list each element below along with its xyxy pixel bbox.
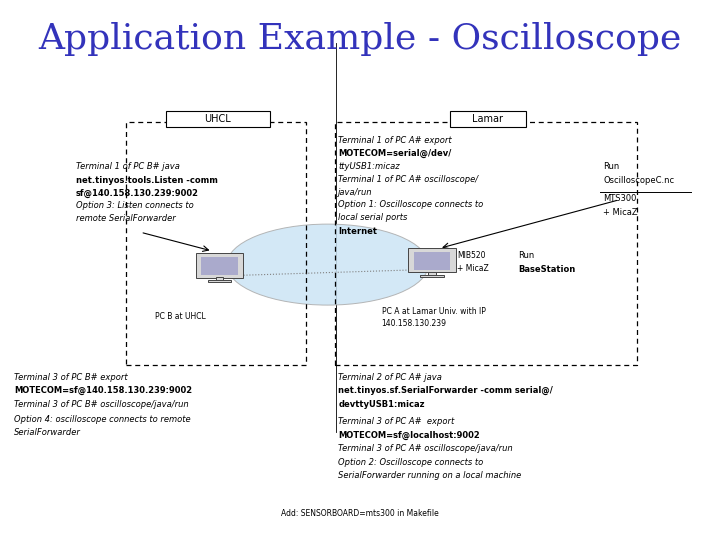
Bar — [450, 111, 526, 127]
Text: SerialForwarder running on a local machine: SerialForwarder running on a local machi… — [338, 471, 522, 481]
Bar — [166, 111, 270, 127]
Text: Add: SENSORBOARD=mts300 in Makefile: Add: SENSORBOARD=mts300 in Makefile — [281, 509, 439, 518]
Text: Run: Run — [603, 162, 620, 171]
Text: BaseStation: BaseStation — [518, 265, 576, 274]
Bar — [428, 272, 436, 275]
Bar — [201, 258, 238, 275]
Ellipse shape — [227, 224, 428, 305]
Text: + MicaZ: + MicaZ — [457, 264, 489, 273]
Bar — [335, 122, 637, 364]
Text: 140.158.130.239: 140.158.130.239 — [382, 319, 446, 328]
Text: Internet: Internet — [338, 227, 377, 236]
Text: Terminal 3 of PC B# export: Terminal 3 of PC B# export — [14, 373, 128, 382]
Text: OscilloscopeC.nc: OscilloscopeC.nc — [603, 176, 675, 185]
Text: net.tinyos.tools.Listen -comm: net.tinyos.tools.Listen -comm — [76, 176, 217, 185]
Text: PC A at Lamar Univ. with IP: PC A at Lamar Univ. with IP — [382, 307, 485, 316]
Text: MTS300: MTS300 — [603, 194, 636, 204]
Text: Terminal 3 of PC A#  export: Terminal 3 of PC A# export — [338, 417, 454, 426]
Text: Terminal 1 of PC A# export: Terminal 1 of PC A# export — [338, 136, 452, 145]
Text: MOTECOM=sf@localhost:9002: MOTECOM=sf@localhost:9002 — [338, 430, 480, 440]
Text: Terminal 1 of PC B# java: Terminal 1 of PC B# java — [76, 162, 179, 171]
Text: local serial ports: local serial ports — [338, 213, 408, 222]
Bar — [408, 248, 456, 272]
Text: Option 4: oscilloscope connects to remote: Option 4: oscilloscope connects to remot… — [14, 415, 191, 424]
Bar — [126, 122, 306, 364]
Text: Option 1: Oscilloscope connects to: Option 1: Oscilloscope connects to — [338, 200, 484, 209]
Text: Terminal 3 of PC B# oscilloscope/java/run: Terminal 3 of PC B# oscilloscope/java/ru… — [14, 400, 189, 409]
Text: UHCL: UHCL — [204, 114, 231, 124]
Bar — [413, 252, 451, 270]
Text: remote SerialForwarder: remote SerialForwarder — [76, 214, 176, 224]
Text: Application Example - Oscilloscope: Application Example - Oscilloscope — [38, 22, 682, 56]
Text: sf@140.158.130.239:9002: sf@140.158.130.239:9002 — [76, 189, 199, 198]
Text: Run: Run — [518, 251, 535, 260]
Text: ttyUSB1:micaz: ttyUSB1:micaz — [338, 162, 400, 171]
Text: Lamar: Lamar — [472, 114, 503, 124]
Bar — [196, 253, 243, 278]
Text: MOTECOM=serial@/dev/: MOTECOM=serial@/dev/ — [338, 149, 451, 158]
Text: + MicaZ: + MicaZ — [603, 208, 638, 217]
Text: java/run: java/run — [338, 188, 373, 197]
Text: devttyUSB1:micaz: devttyUSB1:micaz — [338, 400, 425, 409]
Text: MIB520: MIB520 — [457, 251, 486, 260]
Text: Option 3: Listen connects to: Option 3: Listen connects to — [76, 201, 194, 210]
Bar — [216, 277, 223, 281]
Text: net.tinyos.sf.SerialForwarder -comm serial@/: net.tinyos.sf.SerialForwarder -comm seri… — [338, 386, 553, 395]
Text: PC B at UHCL: PC B at UHCL — [155, 312, 205, 321]
Bar — [420, 275, 444, 276]
Text: Terminal 2 of PC A# java: Terminal 2 of PC A# java — [338, 373, 442, 382]
Text: MOTECOM=sf@140.158.130.239:9002: MOTECOM=sf@140.158.130.239:9002 — [14, 386, 192, 395]
Text: Terminal 1 of PC A# oscilloscope/: Terminal 1 of PC A# oscilloscope/ — [338, 175, 479, 184]
Text: SerialForwarder: SerialForwarder — [14, 428, 81, 437]
Text: Option 2: Oscilloscope connects to: Option 2: Oscilloscope connects to — [338, 458, 484, 467]
Text: Terminal 3 of PC A# oscilloscope/java/run: Terminal 3 of PC A# oscilloscope/java/ru… — [338, 444, 513, 453]
Bar — [207, 280, 232, 282]
